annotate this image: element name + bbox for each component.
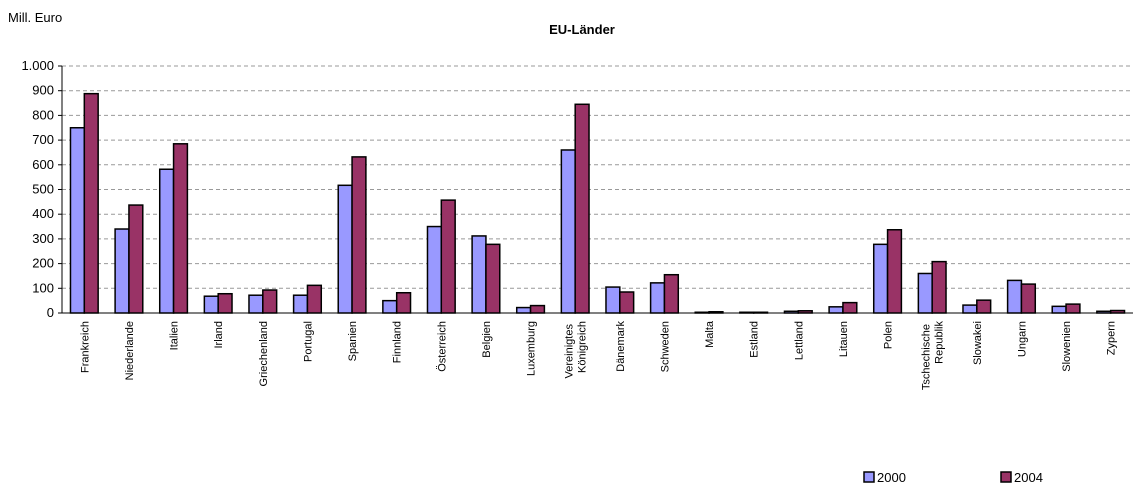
x-tick-label: Malta — [704, 320, 716, 348]
bar — [976, 299, 992, 314]
x-tick-label: Tschechische Republik — [921, 321, 946, 391]
bar — [114, 228, 130, 314]
bar — [886, 229, 903, 314]
x-tick-label: Finnland — [392, 321, 404, 363]
y-tick-label: 1.000 — [21, 58, 54, 73]
bar — [351, 156, 367, 314]
bar — [83, 92, 99, 314]
x-tick-label: Luxemburg — [526, 321, 538, 376]
x-tick-label: Frankreich — [79, 321, 91, 373]
legend-swatch — [863, 471, 875, 483]
bar — [203, 295, 219, 314]
bar — [158, 168, 175, 314]
x-tick-label: Italien — [169, 321, 181, 350]
bar — [440, 199, 456, 314]
x-tick-label: Irland — [213, 321, 225, 349]
bar — [515, 306, 532, 314]
y-tick-label: 0 — [47, 305, 54, 320]
bar — [248, 294, 264, 314]
bar — [529, 304, 546, 314]
y-tick-label: 400 — [32, 206, 54, 221]
bar — [1020, 283, 1037, 314]
bar — [872, 243, 889, 314]
y-tick-label: 200 — [32, 256, 54, 271]
x-tick-label: Belgien — [481, 321, 493, 358]
bar — [842, 301, 858, 314]
bar — [663, 273, 680, 314]
x-tick-label: Dänemark — [615, 321, 627, 372]
y-tick-label: 700 — [32, 132, 54, 147]
bar — [962, 304, 978, 314]
x-tick-label: Zypern — [1106, 321, 1118, 355]
x-tick-label: Lettland — [793, 321, 805, 360]
bar — [574, 103, 590, 314]
bar — [262, 289, 278, 314]
y-axis-label: Mill. Euro — [8, 10, 62, 25]
x-tick-label: Slowenien — [1061, 321, 1073, 372]
y-tick-label: 800 — [32, 107, 54, 122]
legend-swatch — [1000, 471, 1012, 483]
y-tick-label: 300 — [32, 231, 54, 246]
bar — [1065, 303, 1081, 314]
y-tick-label: 100 — [32, 280, 54, 295]
x-tick-label: Estland — [749, 321, 761, 358]
x-tick-label: Niederlande — [124, 321, 136, 380]
bar — [217, 292, 233, 314]
y-tick-label: 500 — [32, 182, 54, 197]
x-tick-label: Ungarn — [1016, 321, 1028, 357]
bar — [471, 235, 487, 314]
bar — [619, 291, 635, 314]
bar — [605, 286, 621, 314]
y-tick-label: 600 — [32, 157, 54, 172]
x-tick-label: Griechenland — [258, 321, 270, 386]
x-tick-label: Österreich — [436, 321, 448, 372]
bar — [560, 149, 576, 314]
bar — [337, 184, 353, 314]
x-tick-label: Polen — [883, 321, 895, 349]
bar — [292, 294, 309, 314]
bar — [1051, 305, 1067, 314]
bar — [69, 127, 86, 314]
chart-title: EU-Länder — [549, 22, 615, 37]
x-tick-label: Schweden — [659, 321, 671, 372]
bar — [395, 291, 412, 314]
bar — [917, 272, 933, 314]
x-tick-label: Litauen — [838, 321, 850, 357]
bar — [828, 306, 844, 314]
legend-label: 2004 — [1014, 470, 1043, 485]
x-tick-label: Portugal — [302, 321, 314, 362]
bar — [172, 143, 189, 314]
bar — [128, 204, 144, 314]
bar — [382, 299, 398, 314]
bar — [306, 284, 323, 314]
bar — [649, 282, 666, 314]
x-tick-label: Slowakei — [972, 321, 984, 365]
x-tick-label: Spanien — [347, 321, 359, 361]
y-tick-label: 900 — [32, 83, 54, 98]
bar — [931, 260, 947, 314]
x-tick-label: Vereinigtes Königreich — [564, 321, 589, 378]
bar — [1006, 279, 1023, 314]
bar — [426, 225, 443, 314]
legend-label: 2000 — [877, 470, 906, 485]
bar — [485, 243, 501, 314]
